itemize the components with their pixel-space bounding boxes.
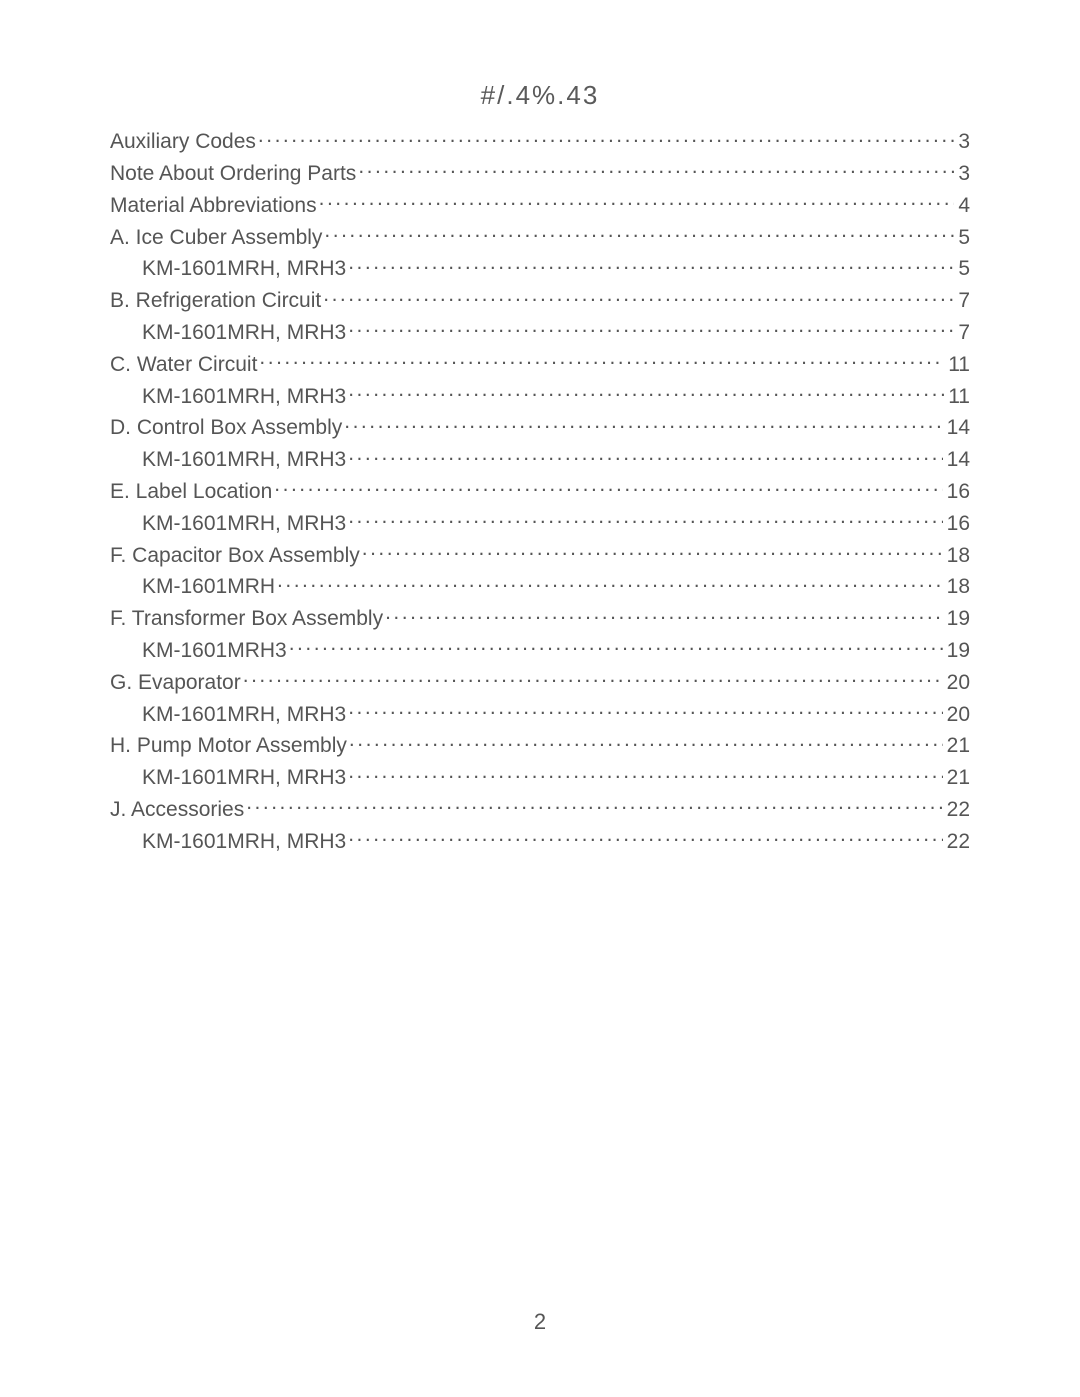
toc-row: KM-1601MRH, MRH3 11 [110,377,970,409]
toc-label: J. Accessories [110,797,246,823]
toc-page-number: 22 [943,829,970,855]
toc-label: KM-1601MRH, MRH3 [110,829,348,855]
toc-dot-leader [344,409,942,434]
toc-row: E. Label Location 16 [110,473,970,505]
toc-row: Note About Ordering Parts 3 [110,155,970,187]
toc-dot-leader [348,759,942,784]
toc-dot-leader [348,250,954,275]
toc-page-number: 11 [944,384,970,410]
toc-page-number: 3 [954,161,970,187]
toc-dot-leader [348,505,942,530]
toc-dot-leader [385,600,943,625]
toc-label: Material Abbreviations [110,193,319,219]
toc-label: KM-1601MRH, MRH3 [110,765,348,791]
toc-label: KM-1601MRH, MRH3 [110,511,348,537]
toc-label: KM-1601MRH, MRH3 [110,702,348,728]
toc-dot-leader [259,346,944,371]
toc-row: Material Abbreviations 4 [110,187,970,219]
toc-page-number: 7 [954,320,970,346]
toc-page-number: 20 [943,670,970,696]
toc-page-number: 5 [954,225,970,251]
toc-dot-leader [348,377,944,402]
toc-label: KM-1601MRH, MRH3 [110,320,348,346]
toc-row: KM-1601MRH, MRH3 14 [110,441,970,473]
toc-page-number: 19 [943,638,970,664]
toc-label: KM-1601MRH3 [110,638,289,664]
toc-page-number: 22 [943,797,970,823]
toc-label: H. Pump Motor Assembly [110,733,349,759]
toc-row: KM-1601MRH 18 [110,568,970,600]
toc-dot-leader [246,791,942,816]
toc-label: D. Control Box Assembly [110,415,344,441]
toc-page-number: 21 [943,733,970,759]
toc-label: C. Water Circuit [110,352,259,378]
toc-dot-leader [289,632,943,657]
toc-dot-leader [349,727,943,752]
toc-page-number: 14 [943,415,970,441]
toc-dot-leader [323,282,954,307]
toc-dot-leader [277,568,943,593]
toc-page-number: 19 [943,606,970,632]
toc-page-number: 4 [954,193,970,219]
toc-row: KM-1601MRH, MRH3 20 [110,695,970,727]
toc-page-number: 20 [943,702,970,728]
toc-row: B. Refrigeration Circuit 7 [110,282,970,314]
toc-row: KM-1601MRH, MRH3 7 [110,314,970,346]
toc-row: KM-1601MRH, MRH3 21 [110,759,970,791]
toc-page-number: 16 [943,479,970,505]
toc-label: KM-1601MRH, MRH3 [110,256,348,282]
toc-row: Auxiliary Codes 3 [110,123,970,155]
toc-row: H. Pump Motor Assembly 21 [110,727,970,759]
toc-row: J. Accessories 22 [110,791,970,823]
toc-page-number: 7 [954,288,970,314]
toc-label: G. Evaporator [110,670,243,696]
toc-dot-leader [348,314,954,339]
toc-row: C. Water Circuit 11 [110,346,970,378]
toc-label: F. Capacitor Box Assembly [110,543,362,569]
toc-row: A. Ice Cuber Assembly 5 [110,218,970,250]
toc-dot-leader [362,536,943,561]
toc-row: D. Control Box Assembly 14 [110,409,970,441]
toc-dot-leader [324,218,954,243]
toc-label: A. Ice Cuber Assembly [110,225,324,251]
toc-row: G. Evaporator 20 [110,664,970,696]
toc-page-number: 14 [943,447,970,473]
page-number: 2 [0,1309,1080,1335]
toc-dot-leader [243,664,943,689]
table-of-contents: Auxiliary Codes 3Note About Ordering Par… [110,123,970,854]
toc-label: KM-1601MRH [110,574,277,600]
toc-dot-leader [348,823,942,848]
toc-label: F. Transformer Box Assembly [110,606,385,632]
toc-row: F. Transformer Box Assembly 19 [110,600,970,632]
toc-dot-leader [348,441,942,466]
toc-dot-leader [348,695,942,720]
toc-label: B. Refrigeration Circuit [110,288,323,314]
toc-dot-leader [358,155,954,180]
toc-label: E. Label Location [110,479,274,505]
toc-label: Note About Ordering Parts [110,161,358,187]
toc-row: KM-1601MRH3 19 [110,632,970,664]
toc-row: KM-1601MRH, MRH3 16 [110,505,970,537]
toc-label: KM-1601MRH, MRH3 [110,447,348,473]
toc-row: F. Capacitor Box Assembly 18 [110,536,970,568]
toc-dot-leader [274,473,942,498]
toc-dot-leader [258,123,954,148]
toc-page-number: 5 [954,256,970,282]
toc-page-number: 3 [954,129,970,155]
page-title: #/.4%.43 [110,80,970,111]
toc-page-number: 11 [944,352,970,378]
toc-dot-leader [319,187,955,212]
toc-label: KM-1601MRH, MRH3 [110,384,348,410]
document-page: #/.4%.43 Auxiliary Codes 3Note About Ord… [0,0,1080,1397]
toc-page-number: 18 [943,574,970,600]
toc-page-number: 21 [943,765,970,791]
toc-page-number: 18 [943,543,970,569]
toc-row: KM-1601MRH, MRH3 5 [110,250,970,282]
toc-page-number: 16 [943,511,970,537]
toc-row: KM-1601MRH, MRH3 22 [110,823,970,855]
toc-label: Auxiliary Codes [110,129,258,155]
